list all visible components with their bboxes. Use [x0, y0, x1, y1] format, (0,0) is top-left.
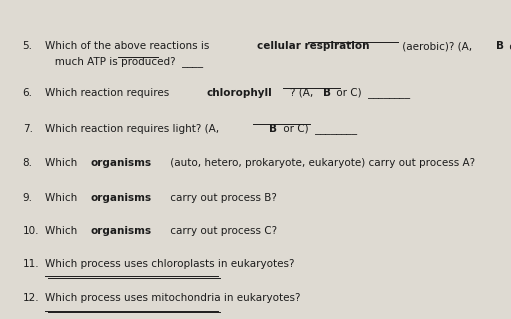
Text: Which reaction requires: Which reaction requires	[45, 87, 173, 98]
Text: or C)  ________: or C) ________	[280, 123, 357, 134]
Text: 7.: 7.	[22, 123, 33, 134]
Text: B: B	[269, 123, 277, 134]
Text: cellular respiration: cellular respiration	[257, 41, 369, 51]
Text: or C)  ________: or C) ________	[333, 87, 410, 99]
Text: Which process uses mitochondria in eukaryotes?: Which process uses mitochondria in eukar…	[45, 293, 300, 303]
Text: 11.: 11.	[22, 259, 39, 269]
Text: 9.: 9.	[22, 193, 33, 203]
Text: B: B	[323, 87, 331, 98]
Text: 6.: 6.	[22, 87, 33, 98]
Text: carry out process C?: carry out process C?	[168, 226, 277, 236]
Text: Which: Which	[45, 158, 81, 168]
Text: or C?): or C?)	[506, 41, 511, 51]
Text: carry out process B?: carry out process B?	[168, 193, 277, 203]
Text: much ATP is produced?  ____: much ATP is produced? ____	[45, 56, 203, 67]
Text: 12.: 12.	[22, 293, 39, 303]
Text: Which reaction requires light? (A,: Which reaction requires light? (A,	[45, 123, 223, 134]
Text: 10.: 10.	[22, 226, 39, 236]
Text: 5.: 5.	[22, 41, 33, 51]
Text: (auto, hetero, prokaryote, eukaryote) carry out process A?: (auto, hetero, prokaryote, eukaryote) ca…	[168, 158, 475, 168]
Text: 8.: 8.	[22, 158, 33, 168]
Text: B: B	[496, 41, 504, 51]
Text: Which: Which	[45, 226, 81, 236]
Text: organisms: organisms	[90, 193, 151, 203]
Text: ? (A,: ? (A,	[290, 87, 316, 98]
Text: Which: Which	[45, 193, 81, 203]
Text: Which process uses chloroplasts in eukaryotes?: Which process uses chloroplasts in eukar…	[45, 259, 295, 269]
Text: Which of the above reactions is: Which of the above reactions is	[45, 41, 213, 51]
Text: (aerobic)? (A,: (aerobic)? (A,	[400, 41, 476, 51]
Text: organisms: organisms	[90, 158, 151, 168]
Text: chlorophyll: chlorophyll	[206, 87, 272, 98]
Text: organisms: organisms	[90, 226, 151, 236]
